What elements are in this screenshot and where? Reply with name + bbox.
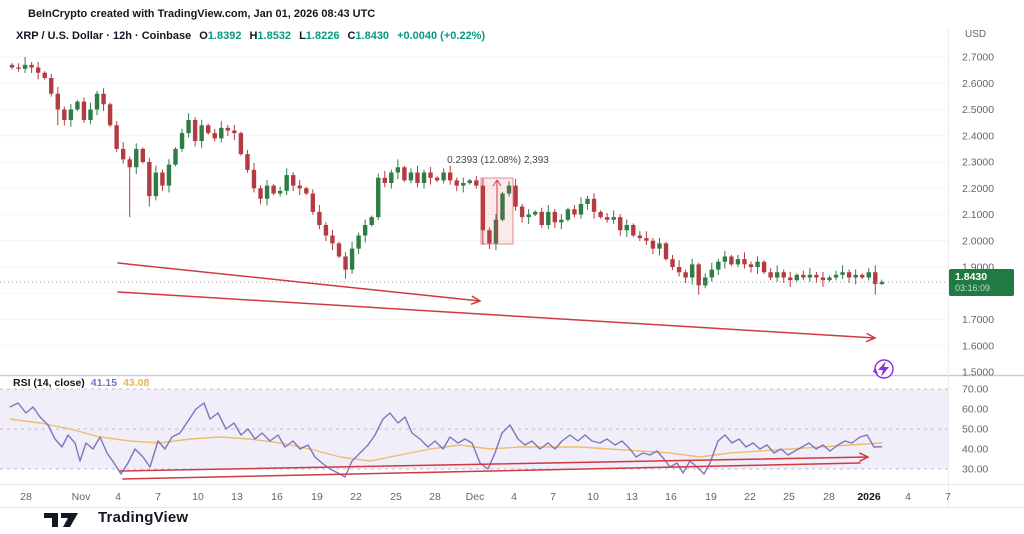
svg-text:4: 4 — [905, 491, 911, 503]
candles — [9, 57, 885, 295]
svg-text:22: 22 — [744, 491, 756, 503]
svg-text:16: 16 — [665, 491, 677, 503]
measurement-label: 0.2393 (12.08%) 2,393 — [447, 155, 549, 166]
svg-text:10: 10 — [192, 491, 204, 503]
rsi-value: 41.15 — [90, 377, 118, 389]
svg-text:2.1000: 2.1000 — [962, 209, 994, 221]
svg-text:7: 7 — [155, 491, 161, 503]
svg-text:40.00: 40.00 — [962, 444, 988, 456]
svg-text:2.6000: 2.6000 — [962, 78, 994, 90]
svg-text:2.4000: 2.4000 — [962, 130, 994, 142]
svg-text:1.5000: 1.5000 — [962, 367, 994, 379]
svg-text:4: 4 — [511, 491, 517, 503]
last-price-badge[interactable]: 1.8430 03:16:09 — [949, 269, 1014, 296]
svg-text:13: 13 — [626, 491, 638, 503]
bar-countdown: 03:16:09 — [955, 283, 991, 293]
svg-text:2.7000: 2.7000 — [962, 52, 994, 64]
svg-text:1.7000: 1.7000 — [962, 314, 994, 326]
price-axis-labels: USD 2.7000 2.6000 2.5000 2.4000 2.3000 2.2000 2… — [962, 29, 994, 476]
svg-text:USD: USD — [965, 29, 986, 40]
svg-text:7: 7 — [550, 491, 556, 503]
svg-text:19: 19 — [705, 491, 717, 503]
svg-text:Dec: Dec — [466, 491, 485, 503]
price-change: +0.0040 (+0.22%) — [397, 30, 486, 42]
lightning-circle-icon[interactable] — [873, 359, 894, 379]
ohlc-open: O 1.8392 — [199, 30, 242, 42]
ohlc-high: H 1.8532 — [249, 30, 292, 42]
pane-separators — [0, 28, 1024, 508]
svg-text:2.0000: 2.0000 — [962, 235, 994, 247]
svg-text:2.3000: 2.3000 — [962, 157, 994, 169]
tradingview-brand-text[interactable]: TradingView — [98, 509, 189, 526]
svg-text:28: 28 — [823, 491, 835, 503]
svg-text:10: 10 — [587, 491, 599, 503]
ohlc-close: C 1.8430 — [347, 30, 390, 42]
rsi-trendlines[interactable] — [119, 452, 869, 480]
svg-text:70.00: 70.00 — [962, 384, 988, 396]
rsi-legend: RSI (14, close) 41.15 43.08 — [13, 377, 149, 389]
svg-text:25: 25 — [783, 491, 795, 503]
svg-text:19: 19 — [311, 491, 323, 503]
last-price-value: 1.8430 — [955, 271, 988, 283]
chart-header: XRP / U.S. Dollar · 12h · Coinbase O 1.83… — [16, 30, 485, 42]
rsi-title[interactable]: RSI (14, close) — [13, 377, 85, 389]
svg-text:7: 7 — [945, 491, 951, 503]
rsi-band — [0, 389, 948, 469]
svg-text:Nov: Nov — [72, 491, 91, 503]
svg-text:4: 4 — [115, 491, 121, 503]
svg-text:2.2000: 2.2000 — [962, 183, 994, 195]
svg-text:16: 16 — [271, 491, 283, 503]
svg-text:22: 22 — [350, 491, 362, 503]
svg-text:2026: 2026 — [857, 491, 881, 503]
svg-text:50.00: 50.00 — [962, 424, 988, 436]
svg-text:28: 28 — [429, 491, 441, 503]
tradingview-logo-icon[interactable] — [44, 511, 84, 529]
svg-text:2.5000: 2.5000 — [962, 104, 994, 116]
svg-text:60.00: 60.00 — [962, 404, 988, 416]
ohlc-low: L 1.8226 — [299, 30, 340, 42]
svg-text:13: 13 — [231, 491, 243, 503]
price-gridlines — [0, 56, 948, 373]
rsi-line — [9, 402, 883, 478]
rsi-ma-line — [9, 418, 883, 462]
attribution-text: BeInCrypto created with TradingView.com,… — [28, 8, 376, 20]
svg-text:30.00: 30.00 — [962, 464, 988, 476]
svg-text:1.6000: 1.6000 — [962, 340, 994, 352]
measurement-box[interactable] — [480, 177, 514, 245]
svg-text:25: 25 — [390, 491, 402, 503]
time-axis-labels: 28 Nov 4 7 10 13 16 19 22 25 28 Dec 4 7 10 13 16 19 22 25 28… — [20, 491, 951, 503]
svg-text:28: 28 — [20, 491, 32, 503]
trendlines[interactable] — [117, 262, 876, 343]
rsi-ma-value: 43.08 — [123, 377, 150, 389]
symbol-title[interactable]: XRP / U.S. Dollar · 12h · Coinbase — [16, 30, 192, 42]
